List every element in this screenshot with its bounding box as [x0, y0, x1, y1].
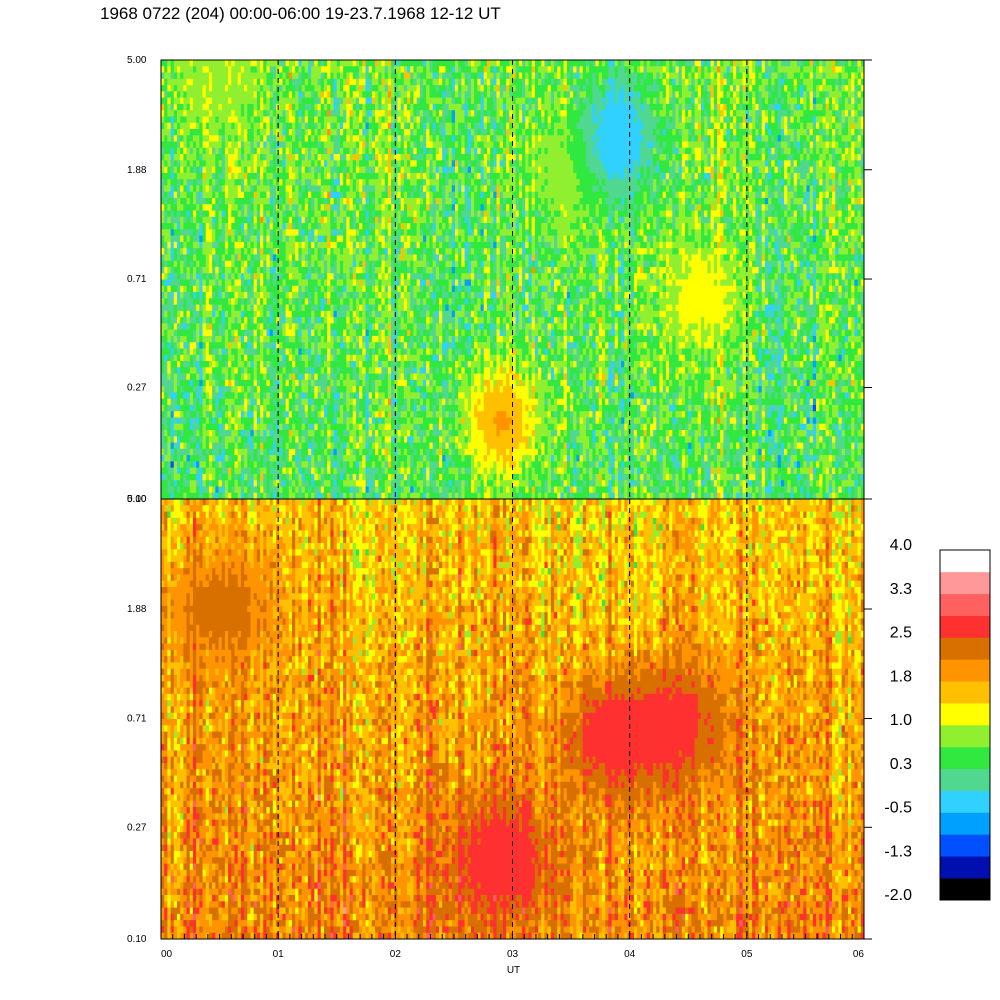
- colorbar-swatch: [940, 615, 990, 638]
- colorbar-tick-label: 1.0: [890, 712, 912, 729]
- upper-heatmap-panel: [161, 60, 864, 499]
- colorbar-swatch: [940, 725, 990, 748]
- colorbar-swatch: [940, 550, 990, 573]
- colorbar-tick-label: 2.5: [890, 625, 912, 642]
- x-axis-label: UT: [507, 965, 520, 976]
- y-tick-label: 0.27: [127, 822, 147, 833]
- plot-overlay: 0.100.270.711.885.000.100.270.711.885.00…: [127, 55, 872, 976]
- y-tick-label: 0.27: [127, 383, 147, 394]
- chart-title: 1968 0722 (204) 00:00-06:00 19-23.7.1968…: [100, 4, 501, 24]
- colorbar-swatch: [940, 856, 990, 879]
- colorbar-swatch: [940, 593, 990, 616]
- colorbar-tick-label: -2.0: [884, 887, 912, 904]
- x-tick-label: 05: [741, 949, 753, 960]
- colorbar: 4.0 3.3 2.5 1.8 1.0 0.3 -0.5 -1.3 -2.0: [884, 537, 991, 904]
- colorbar-swatch: [940, 834, 990, 857]
- colorbar-tick-label: 3.3: [890, 581, 912, 598]
- y-tick-label: 0.71: [127, 714, 147, 725]
- colorbar-tick-label: 1.8: [890, 668, 912, 685]
- y-tick-label: 0.10: [127, 494, 147, 505]
- colorbar-swatch: [940, 812, 990, 835]
- colorbar-tick-label: 4.0: [890, 537, 912, 554]
- x-tick-label: 01: [273, 949, 285, 960]
- colorbar-swatch: [940, 878, 990, 901]
- colorbar-swatch: [940, 637, 990, 660]
- colorbar-tick-label: -1.3: [884, 843, 912, 860]
- colorbar-swatch: [940, 746, 990, 770]
- colorbar-tick-label: -0.5: [884, 800, 912, 817]
- y-tick-label: 5.00: [127, 494, 147, 505]
- colorbar-swatch: [940, 659, 990, 682]
- colorbar-swatch: [940, 681, 990, 704]
- y-tick-label: 1.88: [127, 165, 147, 176]
- x-tick-label: 04: [624, 949, 636, 960]
- y-tick-label: 1.88: [127, 604, 147, 615]
- x-tick-label: 00: [161, 949, 173, 960]
- y-tick-label: 0.71: [127, 274, 147, 285]
- y-tick-label: 0.10: [127, 934, 147, 945]
- lower-heatmap-panel: [161, 499, 864, 939]
- colorbar-swatch: [940, 571, 990, 595]
- colorbar-swatch: [940, 703, 990, 726]
- colorbar-swatch: [940, 768, 990, 791]
- x-tick-label: 06: [853, 949, 865, 960]
- x-tick-label: 03: [507, 949, 519, 960]
- colorbar-swatch: [940, 790, 990, 813]
- colorbar-tick-label: 0.3: [890, 756, 912, 773]
- x-tick-label: 02: [390, 949, 402, 960]
- y-tick-label: 5.00: [127, 55, 147, 66]
- colorbar-frame: [939, 549, 991, 901]
